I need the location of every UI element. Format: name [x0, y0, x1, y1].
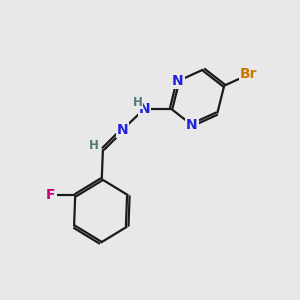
Text: F: F: [46, 188, 56, 203]
Text: Br: Br: [240, 67, 257, 81]
Text: N: N: [139, 102, 150, 116]
Text: N: N: [186, 118, 198, 132]
Text: N: N: [172, 74, 184, 88]
Text: H: H: [133, 96, 143, 109]
Text: H: H: [89, 139, 99, 152]
Text: N: N: [117, 123, 128, 136]
